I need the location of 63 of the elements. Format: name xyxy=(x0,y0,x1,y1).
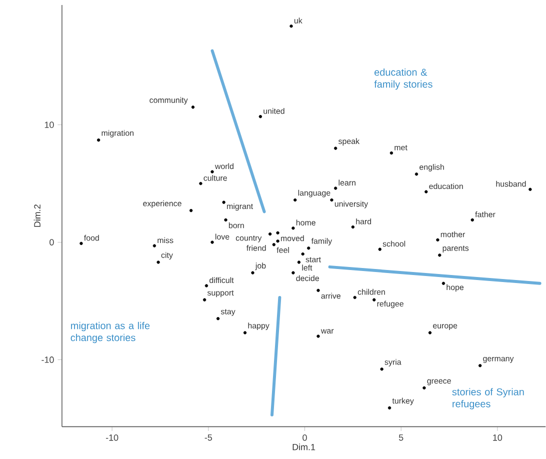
x-tick-label: 0 xyxy=(302,434,307,441)
point xyxy=(216,317,220,320)
point xyxy=(268,232,272,236)
point xyxy=(276,240,280,243)
point xyxy=(292,271,295,275)
point xyxy=(442,282,446,286)
point xyxy=(243,331,247,334)
point xyxy=(210,240,214,244)
point xyxy=(294,198,297,202)
point xyxy=(307,246,310,250)
point xyxy=(96,138,100,142)
point xyxy=(353,296,356,300)
point xyxy=(292,226,295,230)
point xyxy=(438,254,442,257)
point xyxy=(380,368,384,371)
point xyxy=(388,406,392,410)
point xyxy=(414,172,418,176)
point xyxy=(436,238,440,242)
point xyxy=(351,226,355,229)
point xyxy=(199,182,202,186)
annotation: migration as a life change stories xyxy=(70,322,150,344)
point xyxy=(189,209,193,212)
x-tick-label: 5 xyxy=(398,434,404,441)
point xyxy=(422,386,426,390)
x-axis-title: Dim.1 xyxy=(292,444,316,450)
point xyxy=(390,152,394,155)
point xyxy=(152,244,156,248)
point xyxy=(204,284,208,288)
point xyxy=(272,243,276,246)
point xyxy=(316,289,320,292)
point xyxy=(378,248,382,252)
x-tick-label: 10 xyxy=(493,434,502,441)
annotation: stories of Syrian refugees xyxy=(452,388,524,410)
point xyxy=(210,170,214,174)
point xyxy=(424,190,428,194)
point xyxy=(316,334,320,338)
point xyxy=(191,106,195,109)
point xyxy=(222,200,226,204)
point xyxy=(334,186,338,190)
point xyxy=(156,260,160,264)
point xyxy=(478,364,482,368)
y-tick-label: 10 xyxy=(44,122,54,128)
point xyxy=(290,24,293,28)
point xyxy=(428,331,432,334)
y-axis-title: Dim.2 xyxy=(34,204,40,227)
point xyxy=(297,260,301,264)
y-tick-label: 0 xyxy=(50,239,54,246)
point xyxy=(301,252,304,256)
point xyxy=(276,231,280,235)
y-tick-label: -10 xyxy=(42,356,54,364)
x-tick-label: -10 xyxy=(106,434,118,441)
point xyxy=(334,146,338,150)
point xyxy=(258,115,262,118)
point xyxy=(80,242,83,246)
x-tick-label: -5 xyxy=(204,434,212,441)
point xyxy=(224,218,228,222)
point xyxy=(528,188,532,192)
point xyxy=(251,271,254,275)
point xyxy=(470,218,474,222)
annotation: education & family stories xyxy=(374,68,432,90)
point xyxy=(202,298,206,302)
point xyxy=(330,198,334,202)
point xyxy=(372,298,376,302)
